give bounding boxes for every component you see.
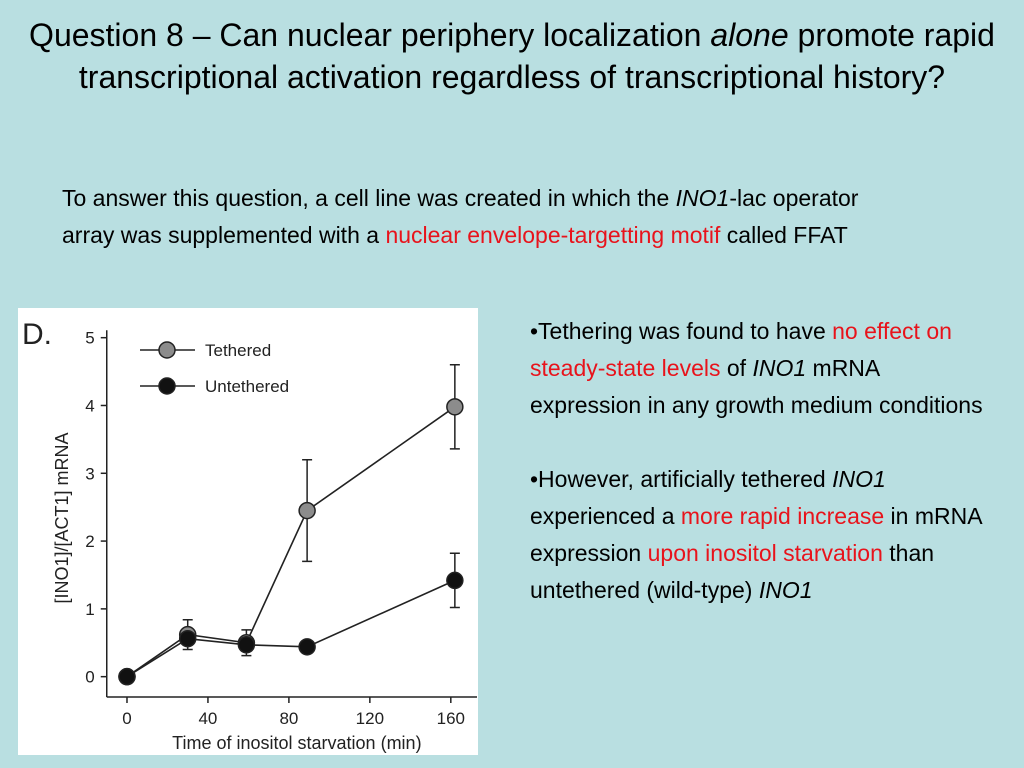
text-run: called FFAT [720,222,848,248]
y-tick-label: 2 [85,532,94,551]
panel-label: D. [22,318,52,351]
bullet: •Tethering was found to have no effect o… [530,313,990,424]
text-run: Question 8 – Can nuclear periphery local… [29,17,711,53]
y-tick-label: 4 [85,396,94,415]
text-run: INO1 [752,355,807,381]
series-line [126,579,456,678]
x-tick-label: 80 [279,709,298,728]
legend-label: Untethered [205,377,289,396]
data-point [178,629,197,648]
legend-label: Tethered [205,341,271,360]
text-run: of [720,355,753,381]
text-run: INO1 [832,466,886,492]
x-tick-label: 160 [437,709,465,728]
data-point [118,667,136,686]
y-tick-label: 0 [85,668,94,687]
data-point [446,398,464,416]
text-run: •Tethering was found to have [530,318,833,344]
legend-marker [158,377,176,395]
legend-marker [158,341,176,359]
text-run: promote rapid transcriptional activation… [78,17,995,95]
slide-title: Question 8 – Can nuclear periphery local… [20,14,1004,98]
x-tick-label: 40 [198,709,217,728]
text-run: experienced a [530,503,681,529]
text-run: alone [710,17,789,53]
data-point [237,636,256,654]
text-run: nuclear envelope-targetting motif [385,222,721,248]
x-tick-label: 0 [122,709,131,728]
text-run: no effect on steady-state levels [530,318,952,381]
data-point [298,638,316,656]
text-run: INO1 [758,577,813,603]
y-tick-label: 5 [85,329,94,348]
series-line [126,406,456,678]
text-run: in mRNA expression [530,503,982,566]
chart: 0 1 2 3 4 5 0 40 80 120 160 Time of inositol starva… [22,318,477,753]
y-axis-label: [INO1]/[ACT1] mRNA [52,432,72,603]
text-run: -lac operator array was supplemented wit… [62,185,859,248]
bullet-list: •Tethering was found to have no effect o… [530,313,990,646]
text-run: INO1 [675,185,730,211]
data-point [446,571,464,590]
text-run: •However, artificially tethered [530,466,833,492]
intro-text: To answer this question, a cell line was… [62,180,912,254]
text-run: To answer this question, a cell line was… [62,185,676,211]
x-axis-label: Time of inositol starvation (min) [172,733,421,753]
chart-panel: 0 1 2 3 4 5 0 40 80 120 160 Time of inositol starva… [18,308,478,755]
text-run: mRNA expression in any growth medium con… [530,355,983,418]
text-run: than untethered (wild-type) [530,540,935,603]
text-run: more rapid increase [680,503,885,529]
bullet: •However, artificially tethered INO1 exp… [530,461,990,609]
text-run: upon inositol starvation [647,540,883,566]
y-tick-label: 3 [85,464,94,483]
x-tick-label: 120 [356,709,384,728]
data-point [298,501,316,520]
y-tick-label: 1 [85,600,94,619]
